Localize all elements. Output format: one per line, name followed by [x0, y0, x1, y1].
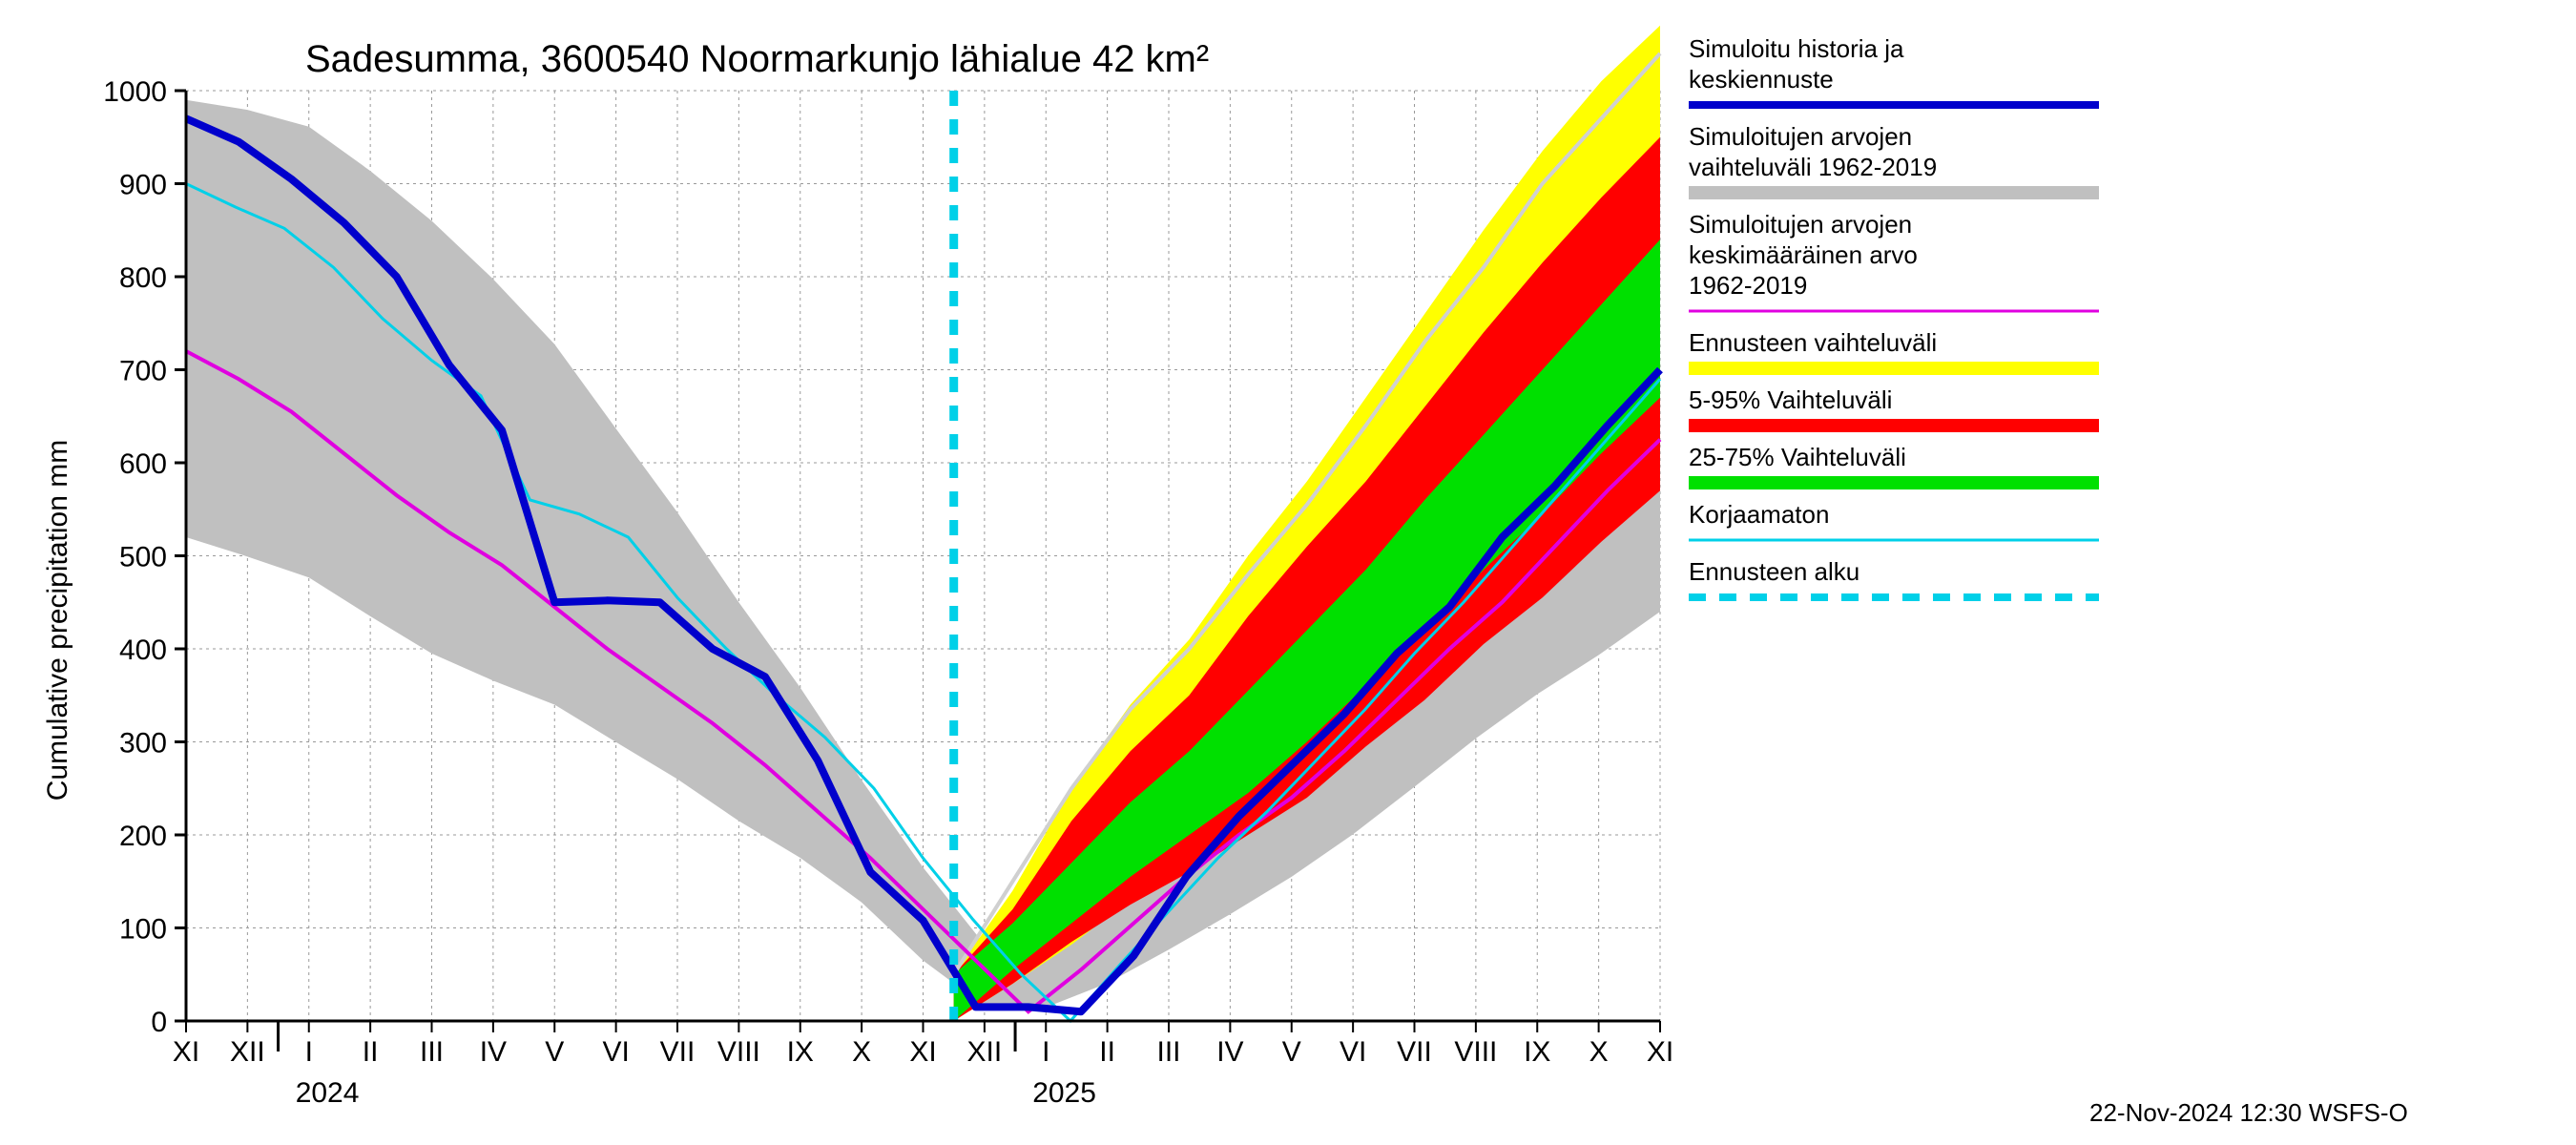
y-tick-label: 600 — [119, 448, 167, 480]
x-tick-label: IV — [480, 1036, 507, 1068]
footer-timestamp: 22-Nov-2024 12:30 WSFS-O — [2089, 1098, 2408, 1127]
legend-label: Simuloitujen arvojen — [1689, 122, 1912, 151]
x-tick-label: IX — [787, 1036, 814, 1068]
legend-label: 1962-2019 — [1689, 271, 1807, 300]
x-tick-label: IX — [1524, 1036, 1550, 1068]
y-tick-label: 400 — [119, 635, 167, 666]
y-tick-label: 800 — [119, 262, 167, 294]
legend-label: Ennusteen vaihteluväli — [1689, 328, 1937, 357]
legend-label: 25-75% Vaihteluväli — [1689, 443, 1906, 471]
x-tick-label: XI — [173, 1036, 199, 1068]
y-tick-label: 900 — [119, 170, 167, 201]
x-tick-label: XII — [967, 1036, 1003, 1068]
precipitation-chart: Sadesumma, 3600540 Noormarkunjo lähialue… — [0, 0, 2576, 1145]
legend-label: Korjaamaton — [1689, 500, 1829, 529]
x-tick-label: III — [1156, 1036, 1180, 1068]
x-tick-label: IV — [1216, 1036, 1243, 1068]
y-tick-label: 500 — [119, 542, 167, 573]
x-tick-label: V — [1282, 1036, 1301, 1068]
x-tick-label: VII — [660, 1036, 696, 1068]
x-tick-label: VIII — [1454, 1036, 1497, 1068]
x-tick-label: VI — [1340, 1036, 1366, 1068]
x-tick-label: VI — [602, 1036, 629, 1068]
y-axis-label: Cumulative precipitation mm — [42, 440, 73, 801]
x-tick-label: VIII — [717, 1036, 760, 1068]
x-tick-label: X — [852, 1036, 871, 1068]
legend-label: Simuloitu historia ja — [1689, 34, 1904, 63]
x-tick-label: III — [420, 1036, 444, 1068]
year-label: 2025 — [1032, 1077, 1096, 1109]
y-tick-label: 200 — [119, 821, 167, 852]
x-tick-label: X — [1589, 1036, 1609, 1068]
year-label: 2024 — [296, 1077, 360, 1109]
y-tick-label: 300 — [119, 728, 167, 760]
x-tick-label: XI — [909, 1036, 936, 1068]
x-tick-label: XII — [230, 1036, 265, 1068]
x-tick-label: VII — [1397, 1036, 1432, 1068]
chart-container: Sadesumma, 3600540 Noormarkunjo lähialue… — [0, 0, 2576, 1145]
legend: Simuloitu historia jakeskiennuste Simuloi… — [1689, 34, 2099, 597]
y-tick-label: 100 — [119, 914, 167, 946]
y-tick-label: 1000 — [103, 76, 167, 108]
legend-label: 5-95% Vaihteluväli — [1689, 385, 1892, 414]
legend-label: Ennusteen alku — [1689, 557, 1859, 586]
x-tick-label: I — [305, 1036, 313, 1068]
y-tick-label: 0 — [151, 1007, 167, 1038]
x-tick-label: I — [1042, 1036, 1049, 1068]
x-tick-label: II — [363, 1036, 379, 1068]
legend-label: vaihteluväli 1962-2019 — [1689, 153, 1937, 181]
x-tick-label: V — [545, 1036, 564, 1068]
x-tick-label: II — [1099, 1036, 1115, 1068]
legend-label: keskiennuste — [1689, 65, 1834, 94]
plot-area: 01002003004005006007008009001000XIXIIIII… — [103, 26, 1673, 1109]
y-tick-label: 700 — [119, 356, 167, 387]
legend-label: Simuloitujen arvojen — [1689, 210, 1912, 239]
x-tick-label: XI — [1647, 1036, 1673, 1068]
chart-title: Sadesumma, 3600540 Noormarkunjo lähialue… — [305, 38, 1209, 80]
legend-label: keskimääräinen arvo — [1689, 240, 1918, 269]
